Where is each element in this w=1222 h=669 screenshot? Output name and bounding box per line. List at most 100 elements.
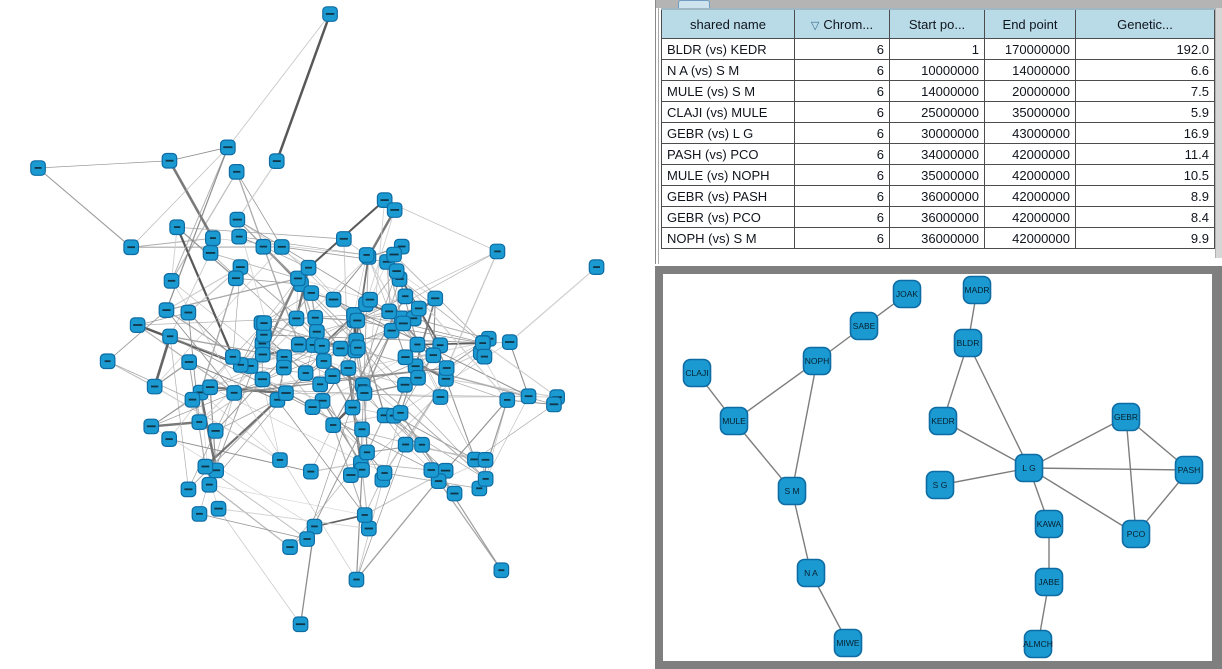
table-cell[interactable]: 35000000 bbox=[889, 164, 985, 186]
network-node[interactable] bbox=[210, 500, 227, 517]
table-cell[interactable]: 170000000 bbox=[984, 38, 1076, 60]
network-edge[interactable] bbox=[939, 467, 1030, 486]
network-node[interactable] bbox=[225, 349, 241, 365]
network-node[interactable] bbox=[409, 336, 426, 353]
network-node[interactable] bbox=[376, 465, 393, 481]
node-shape[interactable] bbox=[953, 328, 983, 358]
network-node[interactable] bbox=[123, 239, 140, 256]
network-node[interactable] bbox=[180, 304, 197, 321]
network-node[interactable]: L G bbox=[1014, 453, 1044, 483]
network-node[interactable] bbox=[356, 507, 373, 523]
network-node[interactable] bbox=[349, 312, 366, 329]
network-node[interactable] bbox=[191, 506, 208, 522]
column-header-genetic-[interactable]: Genetic... bbox=[1075, 8, 1215, 39]
network-node[interactable] bbox=[476, 348, 493, 365]
table-cell[interactable]: 42000000 bbox=[984, 185, 1076, 207]
network-node[interactable] bbox=[207, 423, 224, 439]
network-node[interactable]: PCO bbox=[1121, 519, 1151, 549]
network-node[interactable] bbox=[336, 231, 352, 247]
network-edge[interactable] bbox=[1028, 467, 1190, 471]
network-node[interactable] bbox=[474, 335, 491, 352]
network-node[interactable] bbox=[354, 421, 370, 438]
table-scrollbar[interactable] bbox=[1215, 8, 1222, 258]
network-node[interactable] bbox=[410, 369, 426, 386]
network-node[interactable] bbox=[254, 346, 271, 363]
table-cell[interactable]: N A (vs) S M bbox=[661, 59, 795, 81]
network-node[interactable] bbox=[359, 444, 375, 461]
table-cell[interactable]: 192.0 bbox=[1075, 38, 1215, 60]
network-node[interactable] bbox=[410, 300, 427, 317]
network-node[interactable] bbox=[303, 463, 319, 480]
network-edge[interactable] bbox=[967, 342, 1030, 469]
network-node[interactable] bbox=[169, 219, 185, 236]
table-cell[interactable]: 10000000 bbox=[889, 59, 985, 81]
table-row[interactable]: GEBR (vs) PCO 6 36000000 42000000 8.4 bbox=[661, 206, 1215, 228]
table-cell[interactable]: 30000000 bbox=[889, 122, 985, 144]
network-node[interactable]: CLAJI bbox=[682, 358, 712, 388]
table-row[interactable]: NOPH (vs) S M 6 36000000 42000000 9.9 bbox=[661, 227, 1215, 249]
network-node[interactable] bbox=[292, 616, 309, 633]
network-node[interactable] bbox=[162, 328, 178, 345]
network-node[interactable] bbox=[297, 365, 314, 381]
network-node[interactable] bbox=[158, 302, 175, 318]
network-node[interactable] bbox=[446, 485, 463, 502]
table-cell[interactable]: 36000000 bbox=[889, 185, 985, 207]
node-shape[interactable] bbox=[892, 279, 922, 309]
table-row[interactable]: N A (vs) S M 6 10000000 14000000 6.6 bbox=[661, 59, 1215, 81]
table-cell[interactable]: 5.9 bbox=[1075, 101, 1215, 123]
node-shape[interactable] bbox=[802, 346, 832, 376]
network-node[interactable] bbox=[273, 239, 290, 255]
table-cell[interactable]: 6 bbox=[794, 80, 890, 102]
network-node[interactable] bbox=[314, 338, 330, 354]
network-node[interactable] bbox=[161, 152, 178, 169]
network-node[interactable] bbox=[256, 315, 272, 331]
network-node[interactable] bbox=[278, 385, 294, 401]
network-node[interactable] bbox=[546, 396, 562, 413]
network-node[interactable] bbox=[477, 452, 494, 468]
network-node[interactable]: MULE bbox=[719, 406, 749, 436]
network-node[interactable] bbox=[381, 303, 397, 320]
network-node[interactable]: SABE bbox=[849, 311, 879, 341]
node-shape[interactable] bbox=[928, 406, 958, 436]
network-edge[interactable] bbox=[791, 360, 818, 492]
table-cell[interactable]: 35000000 bbox=[984, 101, 1076, 123]
network-node[interactable] bbox=[348, 571, 365, 588]
network-node[interactable] bbox=[395, 315, 412, 332]
table-cell[interactable]: 36000000 bbox=[889, 227, 985, 249]
network-node[interactable] bbox=[299, 531, 315, 547]
table-cell[interactable]: 6 bbox=[794, 227, 890, 249]
network-node[interactable] bbox=[432, 389, 449, 405]
network-node[interactable] bbox=[300, 259, 317, 276]
network-node[interactable] bbox=[255, 238, 272, 255]
network-node[interactable] bbox=[392, 405, 409, 421]
network-node[interactable] bbox=[397, 436, 414, 453]
node-shape[interactable] bbox=[1121, 519, 1151, 549]
network-node[interactable] bbox=[226, 385, 242, 401]
node-shape[interactable] bbox=[777, 476, 807, 506]
node-shape[interactable] bbox=[849, 311, 879, 341]
table-cell[interactable]: 9.9 bbox=[1075, 227, 1215, 249]
table-cell[interactable]: CLAJI (vs) MULE bbox=[661, 101, 795, 123]
table-cell[interactable]: 6 bbox=[794, 164, 890, 186]
table-cell[interactable]: 36000000 bbox=[889, 206, 985, 228]
network-node[interactable] bbox=[325, 417, 341, 433]
table-cell[interactable]: 11.4 bbox=[1075, 143, 1215, 165]
table-cell[interactable]: PASH (vs) PCO bbox=[661, 143, 795, 165]
column-header-chrom-[interactable]: ▽ Chrom... bbox=[794, 8, 890, 39]
table-cell[interactable]: 6 bbox=[794, 38, 890, 60]
table-cell[interactable]: 14000000 bbox=[984, 59, 1076, 81]
network-node[interactable] bbox=[282, 539, 298, 556]
network-node[interactable] bbox=[307, 309, 324, 326]
node-shape[interactable] bbox=[1034, 509, 1064, 539]
network-node[interactable] bbox=[268, 153, 285, 169]
network-node[interactable]: JABE bbox=[1034, 567, 1064, 597]
network-node[interactable] bbox=[202, 245, 219, 261]
table-cell[interactable]: 34000000 bbox=[889, 143, 985, 165]
network-node[interactable] bbox=[99, 353, 116, 370]
network-node[interactable] bbox=[438, 360, 455, 376]
network-node[interactable] bbox=[397, 349, 414, 366]
network-node[interactable] bbox=[276, 359, 292, 376]
panel-tab[interactable] bbox=[678, 0, 710, 8]
network-node[interactable] bbox=[146, 378, 163, 395]
network-node[interactable] bbox=[477, 471, 494, 487]
